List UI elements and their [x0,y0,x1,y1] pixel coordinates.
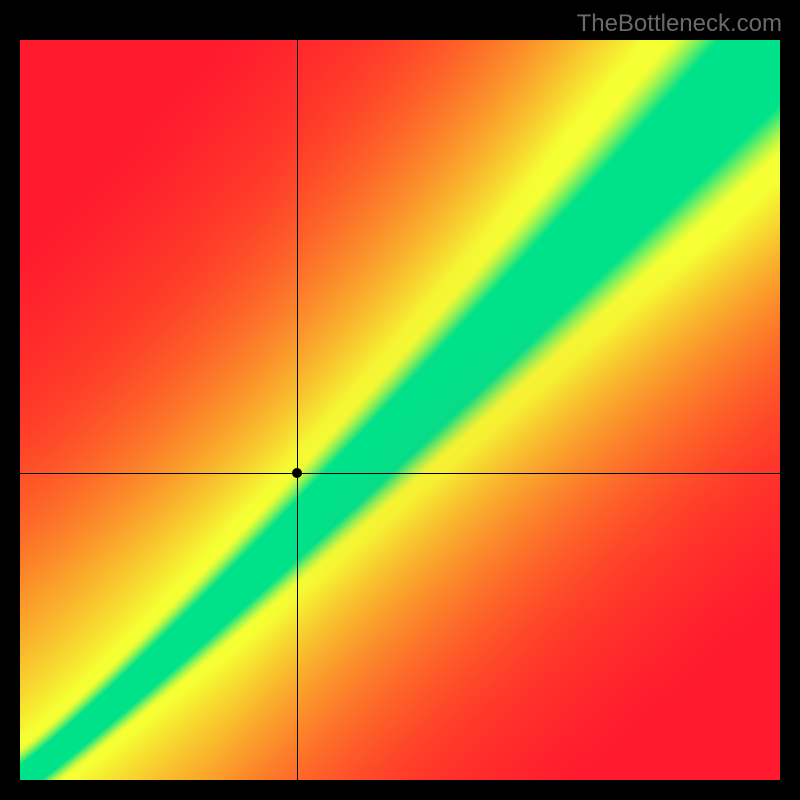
crosshair-vertical [297,40,298,780]
marker-dot [292,468,302,478]
watermark-text: TheBottleneck.com [577,10,782,38]
heatmap-canvas [20,40,780,780]
bottleneck-heatmap [20,40,780,780]
crosshair-horizontal [20,473,780,474]
